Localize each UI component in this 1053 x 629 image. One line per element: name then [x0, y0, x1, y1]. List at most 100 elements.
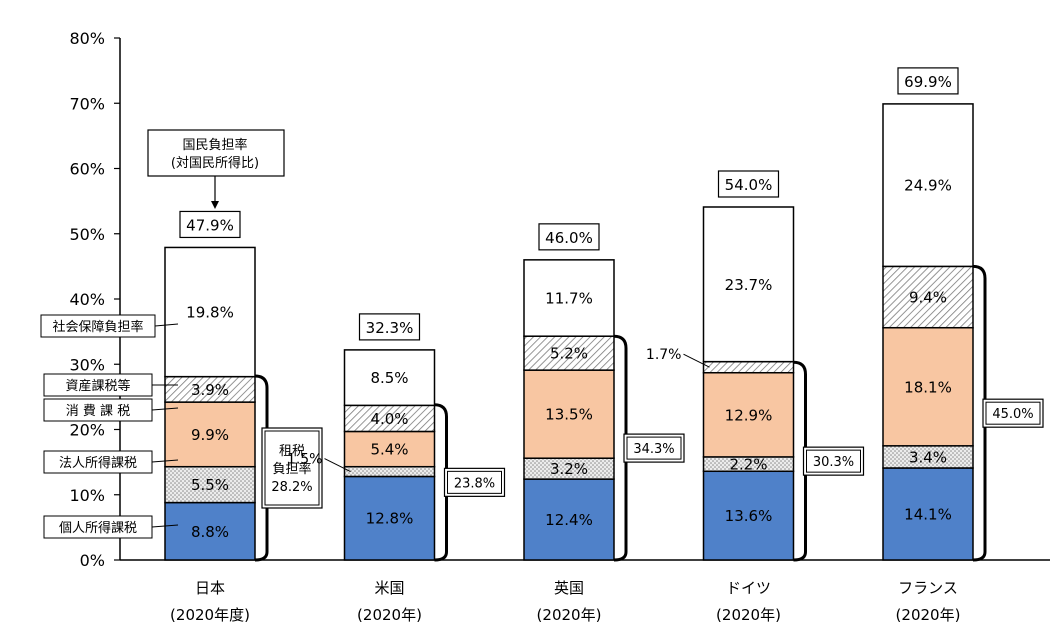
- category-sublabel: (2020年度): [170, 606, 250, 624]
- y-tick-label: 10%: [69, 486, 105, 505]
- y-tick-label: 0%: [80, 551, 105, 570]
- category-sublabel: (2020年): [537, 606, 602, 624]
- bar-segment: [702, 470, 795, 561]
- tax-burden-box-inner: [806, 449, 861, 473]
- national-burden-box: [147, 129, 285, 177]
- tax-burden-caption: 負担率: [272, 461, 311, 477]
- category-label: 英国: [554, 579, 584, 597]
- y-tick-label: 40%: [69, 290, 105, 309]
- tax-burden-box-inner: [264, 430, 320, 506]
- y-tick-label: 70%: [69, 94, 105, 113]
- bar-segment: [882, 103, 974, 268]
- legend-label: 社会保障負担率: [52, 319, 143, 335]
- y-tick-label: 60%: [69, 160, 105, 179]
- bar-segment: [164, 401, 256, 468]
- national-burden-caption: (対国民所得比): [171, 155, 259, 171]
- data-label: 4.0%: [370, 410, 408, 428]
- data-label: 19.8%: [186, 304, 234, 322]
- y-tick-label: 50%: [69, 225, 105, 244]
- bar-segment: [882, 326, 974, 447]
- y-tick-label: 80%: [69, 29, 105, 48]
- data-label: 8.8%: [191, 523, 229, 541]
- arrow-head-icon: [211, 201, 219, 209]
- total-label-box: [358, 313, 421, 341]
- bar-segment: [523, 259, 615, 337]
- total-label: 69.9%: [904, 73, 952, 91]
- data-label: 3.9%: [191, 381, 229, 399]
- total-label-box: [538, 223, 600, 251]
- legend-leader: [151, 459, 179, 463]
- data-label: 13.6%: [725, 507, 773, 525]
- tax-burden-label: 45.0%: [992, 407, 1033, 422]
- total-label-box: [717, 170, 780, 198]
- data-label: 8.5%: [370, 369, 408, 387]
- bar-segment: [343, 465, 436, 478]
- tax-burden-box-inner: [447, 470, 502, 494]
- category-sublabel: (2020年): [896, 606, 961, 624]
- data-label: 11.7%: [545, 290, 593, 308]
- bar-segment: [343, 475, 436, 561]
- tax-burden-label: 23.8%: [454, 476, 495, 491]
- bar-segment: [702, 206, 795, 363]
- data-label-leader: [683, 353, 710, 368]
- tax-burden-box-inner: [626, 436, 682, 460]
- data-label: 9.9%: [191, 426, 229, 444]
- category-label: 米国: [374, 579, 404, 597]
- legend-leader: [154, 323, 179, 327]
- data-label: 9.4%: [909, 289, 947, 307]
- data-label: 5.2%: [550, 345, 588, 363]
- data-label: 12.9%: [725, 406, 773, 424]
- bars: [164, 103, 974, 561]
- tax-burden-box-inner: [985, 401, 1041, 425]
- tax-burden-label: 30.3%: [813, 455, 854, 470]
- bar-segment: [164, 375, 256, 403]
- national-burden-caption: 国民負担率: [182, 137, 247, 153]
- data-label: 3.4%: [909, 448, 947, 466]
- data-label-leader: [324, 458, 351, 473]
- total-label-box: [897, 67, 959, 95]
- data-label: 5.5%: [191, 476, 229, 494]
- bar-segment: [343, 349, 436, 407]
- bar-segment: [882, 467, 974, 561]
- y-axis: 0% 10% 20% 30% 40% 50% 60% 70% 80%: [69, 29, 1050, 570]
- data-label: 12.8%: [366, 510, 414, 528]
- data-label: 2.2%: [729, 456, 767, 474]
- total-label: 46.0%: [545, 229, 593, 247]
- data-label: 23.7%: [725, 276, 773, 294]
- data-label: 1.7%: [646, 347, 682, 363]
- bar-segment: [343, 404, 436, 433]
- category-sublabel: (2020年): [357, 606, 422, 624]
- legend-leader: [151, 524, 179, 528]
- data-label: 12.4%: [545, 511, 593, 529]
- bar-segment: [882, 265, 974, 329]
- total-label-box: [179, 210, 241, 239]
- data-label: 1.5%: [287, 452, 323, 468]
- total-label: 47.9%: [186, 216, 234, 234]
- bar-segment: [523, 335, 615, 371]
- bar-segment: [164, 465, 256, 504]
- data-label: 14.1%: [904, 505, 952, 523]
- bar-segment: [523, 478, 615, 561]
- category-sublabel: (2020年): [716, 606, 781, 624]
- legend-label: 資産課税等: [65, 378, 130, 394]
- category-label: フランス: [898, 579, 958, 597]
- bar-segment: [523, 369, 615, 459]
- total-label: 54.0%: [725, 176, 773, 194]
- data-label: 18.1%: [904, 378, 952, 396]
- category-label: 日本: [195, 579, 225, 597]
- legend-leader: [151, 407, 179, 411]
- labels: 日本 (2020年度) 米国 (2020年) 英国 (2020年) ドイツ (2020年) フラ…: [40, 67, 961, 624]
- tax-burden-caption: 租税: [279, 444, 305, 459]
- legend-label: 個人所得課税: [59, 520, 137, 536]
- y-tick-label: 30%: [69, 355, 105, 374]
- legend-label: 法人所得課税: [59, 455, 137, 471]
- bar-segment: [702, 360, 795, 374]
- total-label: 32.3%: [366, 319, 414, 337]
- y-tick-label: 20%: [69, 421, 105, 440]
- data-label: 5.4%: [370, 441, 408, 459]
- data-label: 24.9%: [904, 177, 952, 195]
- tax-burden-label: 34.3%: [633, 442, 674, 457]
- tax-burden-label: 28.2%: [271, 480, 312, 495]
